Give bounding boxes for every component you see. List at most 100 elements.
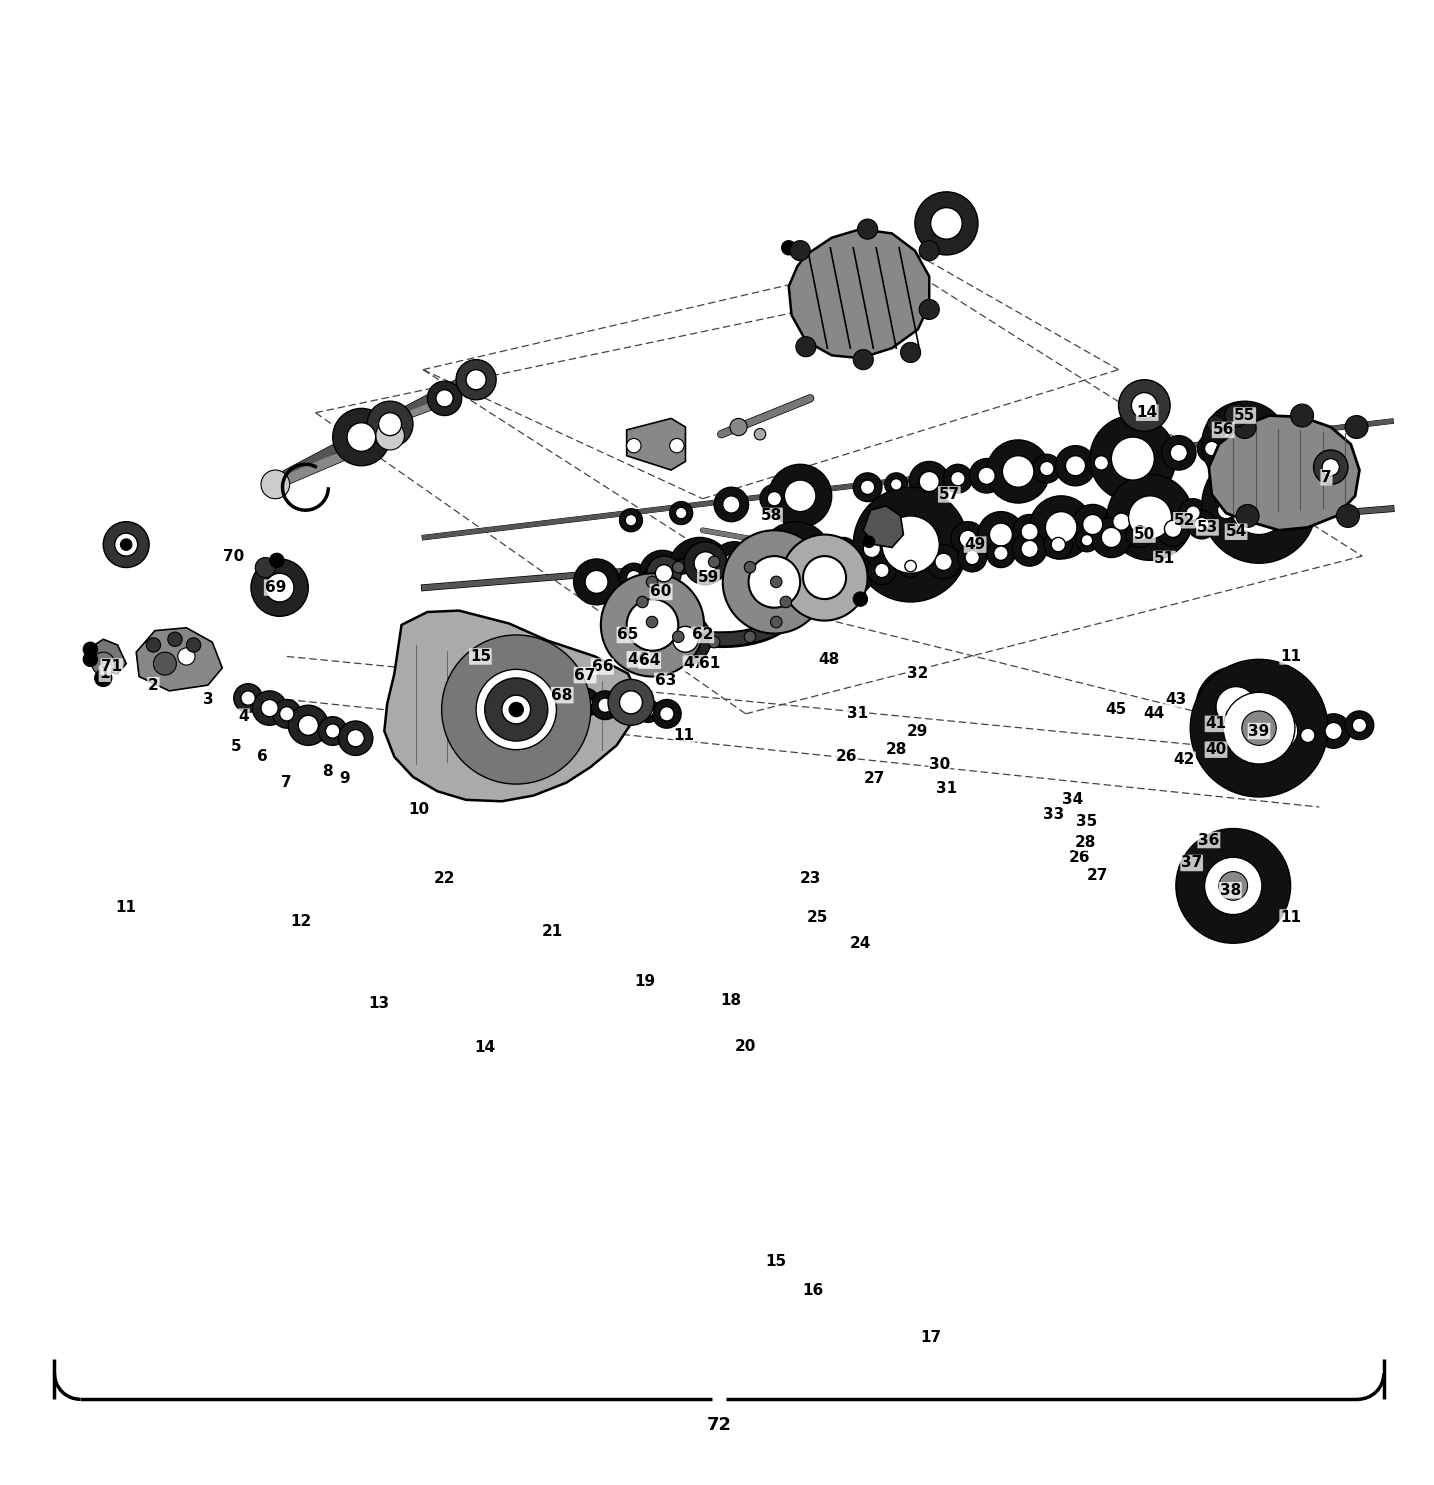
Circle shape [673,561,684,573]
Circle shape [875,563,889,578]
Circle shape [919,300,939,319]
Text: 14: 14 [1137,405,1157,420]
Circle shape [83,652,98,667]
Text: 25: 25 [807,910,827,925]
Circle shape [376,422,404,450]
Circle shape [1207,416,1225,432]
Circle shape [915,192,978,255]
Circle shape [1076,529,1098,552]
Circle shape [640,551,685,597]
Circle shape [905,560,916,572]
Circle shape [1302,481,1336,515]
Circle shape [1091,517,1131,557]
Circle shape [83,642,98,656]
Text: 64: 64 [640,653,660,668]
Text: 21: 21 [542,924,562,940]
Text: 48: 48 [819,652,839,667]
Text: 27: 27 [1087,869,1107,884]
Text: 40: 40 [1206,742,1226,757]
Text: 27: 27 [865,771,885,786]
Circle shape [1055,446,1096,486]
Circle shape [978,468,995,484]
Circle shape [987,539,1015,567]
Text: 53: 53 [1197,520,1217,535]
Circle shape [853,349,873,370]
Text: 2: 2 [148,677,159,692]
Circle shape [760,521,832,594]
Circle shape [621,701,635,716]
Circle shape [545,682,579,717]
Circle shape [333,408,390,466]
Circle shape [1107,474,1193,560]
Ellipse shape [648,572,780,633]
Circle shape [647,555,681,591]
Circle shape [853,472,882,502]
Polygon shape [1209,416,1359,530]
Circle shape [318,717,347,745]
Circle shape [909,462,949,502]
Circle shape [280,707,294,722]
Circle shape [1242,711,1276,745]
Text: 13: 13 [369,996,389,1011]
Text: 54: 54 [1226,524,1246,539]
Circle shape [625,514,637,526]
Text: 33: 33 [1044,806,1064,821]
Circle shape [749,555,800,607]
Text: 12: 12 [291,915,311,930]
Text: 26: 26 [1070,849,1090,864]
Circle shape [754,429,766,440]
Circle shape [1291,404,1314,428]
Text: 59: 59 [698,570,718,585]
Text: 45: 45 [1106,702,1126,717]
Circle shape [619,563,648,593]
Circle shape [1087,448,1116,477]
Circle shape [694,552,717,575]
Circle shape [1195,517,1209,532]
Circle shape [1205,857,1262,915]
Circle shape [153,652,176,676]
Text: 30: 30 [929,756,949,772]
Circle shape [241,691,255,705]
Text: 36: 36 [1199,833,1219,848]
Circle shape [1223,692,1295,763]
Circle shape [803,555,846,598]
Circle shape [796,337,816,356]
Circle shape [1162,435,1196,471]
Circle shape [1187,511,1216,539]
Circle shape [770,616,782,628]
Polygon shape [90,639,126,674]
Circle shape [744,631,756,643]
Circle shape [1094,456,1108,471]
Circle shape [901,343,921,362]
Circle shape [168,633,182,646]
Circle shape [95,670,112,686]
Text: 43: 43 [1166,692,1186,707]
Text: 23: 23 [800,872,820,887]
Circle shape [490,677,519,705]
Circle shape [535,689,549,704]
Text: 67: 67 [575,668,595,683]
Circle shape [456,359,496,399]
Circle shape [858,220,878,239]
Circle shape [868,555,896,585]
Circle shape [1119,380,1170,431]
Text: 42: 42 [1174,753,1195,768]
Circle shape [585,570,608,594]
Circle shape [367,401,413,447]
Circle shape [146,639,161,652]
Circle shape [466,370,486,389]
Circle shape [1002,456,1034,487]
Circle shape [863,536,875,548]
Circle shape [1325,722,1342,740]
Circle shape [379,413,402,435]
Text: 15: 15 [470,649,490,664]
Text: 9: 9 [338,771,350,786]
Circle shape [882,515,939,573]
Text: 11: 11 [1281,910,1301,925]
Circle shape [1081,535,1093,546]
Text: 65: 65 [618,628,638,643]
Text: 52: 52 [1174,512,1195,527]
Circle shape [958,544,987,572]
Circle shape [347,729,364,747]
Circle shape [899,554,922,578]
